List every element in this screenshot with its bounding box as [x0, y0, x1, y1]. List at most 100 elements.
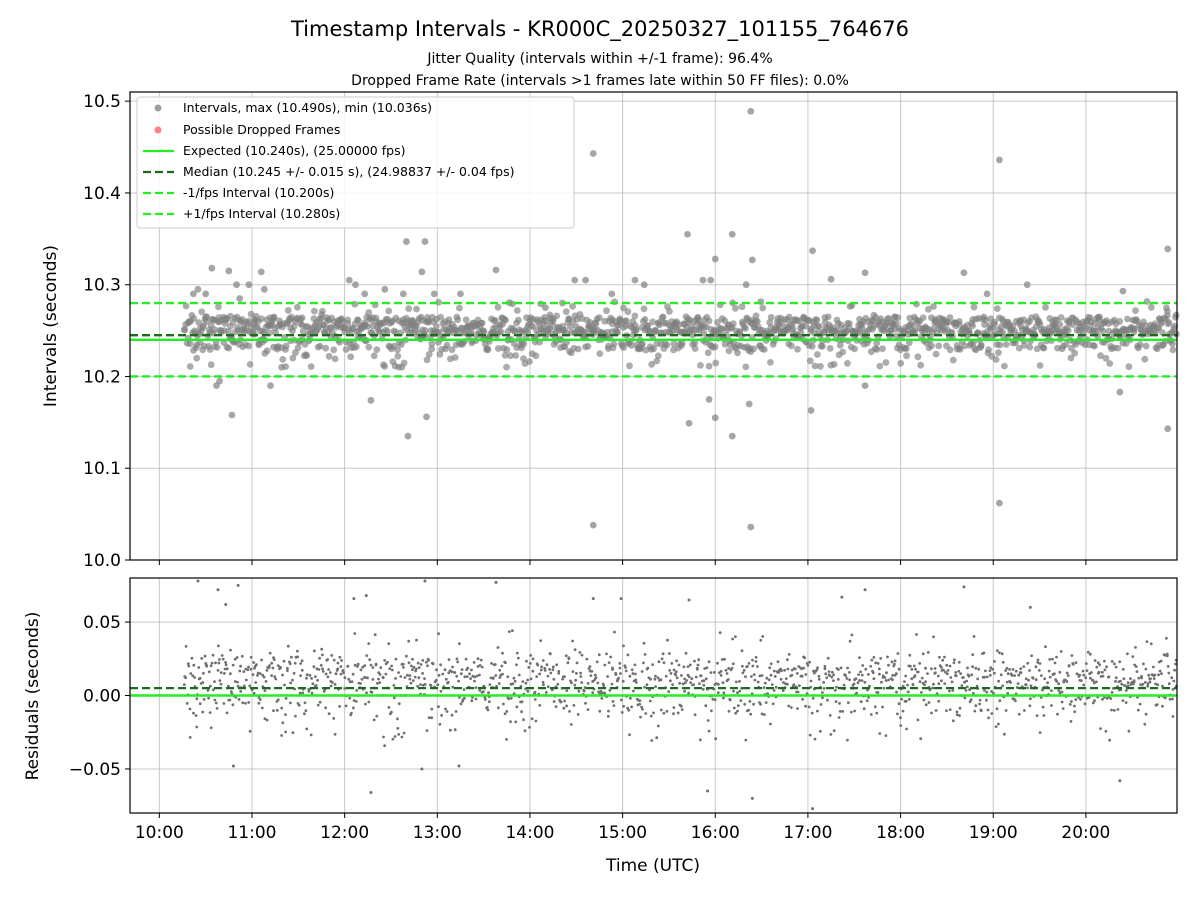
interval-point — [316, 342, 324, 350]
residual-point — [586, 682, 590, 685]
residual-point — [988, 669, 992, 672]
residual-point — [916, 718, 920, 722]
residual-point — [985, 675, 989, 679]
interval-point — [400, 359, 408, 367]
residual-point — [973, 709, 977, 713]
interval-point — [711, 343, 719, 351]
residual-point — [528, 725, 531, 729]
residual-point — [356, 662, 360, 666]
residual-outlier-point — [840, 595, 844, 599]
residual-point — [720, 658, 724, 661]
residual-point — [286, 669, 289, 672]
residual-point — [897, 702, 901, 706]
residual-point — [619, 672, 622, 675]
residual-point — [463, 696, 466, 700]
residual-point — [846, 701, 850, 705]
interval-point — [787, 342, 795, 350]
interval-point — [1141, 355, 1149, 363]
interval-point — [626, 362, 633, 370]
interval-point — [344, 320, 352, 327]
residual-point — [476, 657, 480, 661]
interval-outlier-point — [216, 377, 223, 385]
residual-point — [343, 676, 347, 680]
interval-outlier-point — [1116, 388, 1124, 396]
residual-point — [746, 665, 749, 668]
residual-outlier-point — [216, 588, 220, 592]
residual-point — [1145, 640, 1149, 643]
residual-point — [683, 689, 686, 693]
residual-point — [1107, 675, 1111, 679]
residual-point — [958, 714, 961, 717]
residual-point — [621, 679, 625, 683]
residual-point — [488, 683, 492, 686]
residual-point — [955, 710, 959, 714]
residual-point — [859, 670, 862, 674]
residual-point — [423, 677, 426, 680]
residual-point — [321, 667, 324, 671]
interval-outlier-point — [983, 290, 991, 298]
residual-point — [1160, 672, 1163, 676]
interval-point — [423, 356, 431, 364]
residual-point — [1154, 682, 1157, 686]
intervals-y-tick-label: 10.1 — [83, 459, 121, 479]
residual-point — [1040, 674, 1043, 677]
residual-point — [354, 700, 358, 703]
residual-point — [807, 705, 811, 709]
residual-point — [300, 668, 304, 672]
residual-point — [308, 674, 312, 677]
residual-point — [1010, 674, 1014, 677]
residual-point — [233, 657, 237, 661]
residual-point — [688, 663, 692, 667]
residual-point — [233, 680, 237, 683]
residual-point — [361, 665, 365, 669]
residual-point — [1036, 661, 1040, 664]
residual-point — [182, 683, 186, 686]
residual-point — [960, 684, 964, 687]
interval-outlier-point — [711, 255, 719, 263]
residual-point — [649, 677, 652, 681]
residual-point — [535, 675, 539, 678]
residual-point — [526, 689, 530, 693]
residual-point — [413, 675, 417, 679]
residual-point — [219, 671, 223, 674]
residual-point — [1112, 709, 1116, 712]
residual-point — [318, 700, 322, 704]
residual-point — [512, 676, 516, 680]
residual-point — [676, 711, 680, 715]
residual-point — [1114, 676, 1118, 680]
residual-point — [744, 738, 748, 742]
residual-point — [571, 670, 575, 673]
interval-point — [186, 340, 194, 348]
residual-point — [501, 651, 504, 655]
residual-point — [736, 709, 739, 713]
residual-point — [597, 690, 600, 694]
residual-point — [262, 675, 266, 679]
interval-point — [1062, 340, 1070, 348]
residual-point — [751, 658, 754, 662]
residual-point — [326, 658, 329, 661]
interval-point — [697, 362, 704, 369]
residual-point — [419, 663, 423, 666]
interval-point — [1130, 325, 1138, 333]
residual-point — [494, 674, 498, 677]
residual-point — [470, 668, 473, 672]
residual-point — [426, 664, 429, 668]
residual-point — [284, 730, 287, 734]
residual-point — [844, 674, 847, 678]
residual-outlier-point — [811, 807, 815, 811]
residual-point — [978, 702, 981, 706]
residual-point — [515, 651, 519, 655]
interval-point — [817, 362, 824, 370]
residual-point — [1056, 712, 1059, 716]
residual-point — [816, 709, 819, 713]
residual-point — [972, 635, 976, 638]
residual-point — [852, 682, 856, 686]
interval-point — [666, 307, 673, 315]
interval-point — [996, 341, 1004, 349]
residual-point — [638, 699, 642, 702]
interval-point — [1125, 363, 1133, 371]
interval-point — [930, 325, 937, 332]
residual-point — [634, 678, 638, 682]
residual-point — [707, 729, 711, 733]
interval-point — [659, 313, 667, 321]
